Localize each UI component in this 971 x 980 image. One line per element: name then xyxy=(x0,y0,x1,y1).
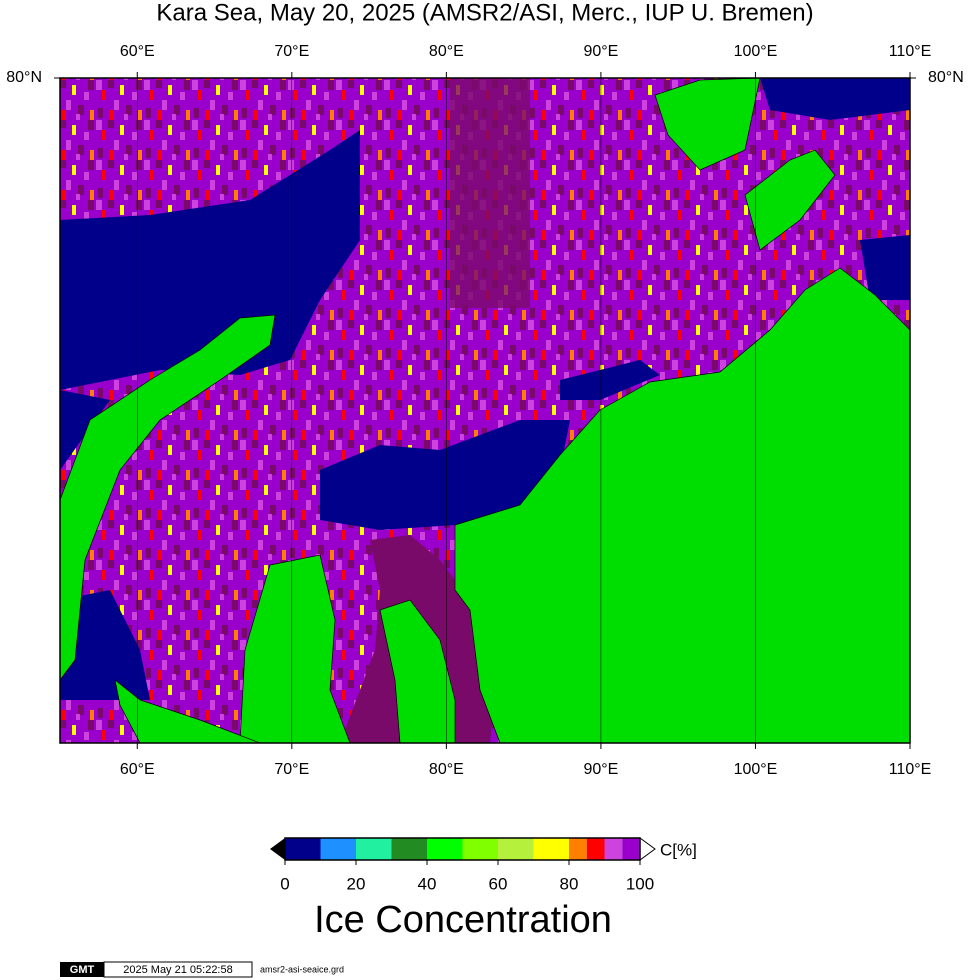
lon-label: 90°E xyxy=(583,761,618,778)
colorbar-tick-label: 20 xyxy=(347,874,366,893)
compact-ice xyxy=(450,78,530,308)
lat-label: 80°N xyxy=(6,69,42,86)
map-area xyxy=(59,77,911,744)
open-water xyxy=(760,78,910,120)
title: Kara Sea, May 20, 2025 (AMSR2/ASI, Merc.… xyxy=(156,0,813,26)
open-water xyxy=(320,420,570,530)
colorbar-bin xyxy=(391,838,427,860)
land xyxy=(379,599,456,744)
colorbar-bin xyxy=(427,838,463,860)
colorbar-tick-label: 100 xyxy=(626,874,654,893)
lon-label: 70°E xyxy=(274,761,309,778)
lon-label: 70°E xyxy=(274,43,309,60)
colorbar-tick-label: 60 xyxy=(489,874,508,893)
lon-label: 110°E xyxy=(889,43,932,60)
land xyxy=(59,314,276,682)
open-water xyxy=(860,235,910,300)
colorbar-bin xyxy=(356,838,392,860)
filename: amsr2-asi-seaice.grd xyxy=(260,964,344,974)
open-water xyxy=(60,590,150,700)
colorbar-bin xyxy=(320,838,356,860)
open-water xyxy=(560,360,660,400)
colorbar-frame xyxy=(284,837,641,861)
lat-label: 80°N xyxy=(928,69,964,86)
gmt-logo xyxy=(60,962,104,977)
timestamp: 2025 May 21 05:22:58 xyxy=(123,964,232,976)
colorbar-over xyxy=(639,837,656,861)
colorbar-tick-label: 80 xyxy=(560,874,579,893)
colorbar-bin xyxy=(462,838,498,860)
lon-label: 60°E xyxy=(120,43,155,60)
colorbar-unit: C[%] xyxy=(660,840,697,859)
lon-label: 80°E xyxy=(429,761,464,778)
land xyxy=(654,77,761,171)
colorbar-bin xyxy=(285,838,321,860)
open-water xyxy=(60,130,360,390)
land xyxy=(239,554,351,744)
colorbar-tick-label: 40 xyxy=(418,874,437,893)
land xyxy=(744,149,836,251)
lon-label: 80°E xyxy=(429,43,464,60)
colorbar-bin xyxy=(533,838,569,860)
colorbar-tick-label: 0 xyxy=(280,874,289,893)
lon-label: 100°E xyxy=(734,43,778,60)
colorbar-title: Ice Concentration xyxy=(314,899,612,941)
lon-label: 110°E xyxy=(889,761,932,778)
land xyxy=(454,267,911,744)
timestamp-box xyxy=(103,961,253,978)
colorbar-bin xyxy=(622,838,640,860)
gmt-logo-text: GMT xyxy=(70,964,95,976)
colorbar xyxy=(270,837,656,861)
lon-label: 60°E xyxy=(120,761,155,778)
colorbar-bin xyxy=(586,838,605,860)
colorbar-bin xyxy=(498,838,534,860)
colorbar-bin xyxy=(569,838,587,860)
lon-label: 90°E xyxy=(583,43,618,60)
colorbar-under xyxy=(270,838,285,860)
lon-label: 100°E xyxy=(734,761,778,778)
open-water xyxy=(60,390,110,470)
colorbar-bin xyxy=(604,838,623,860)
